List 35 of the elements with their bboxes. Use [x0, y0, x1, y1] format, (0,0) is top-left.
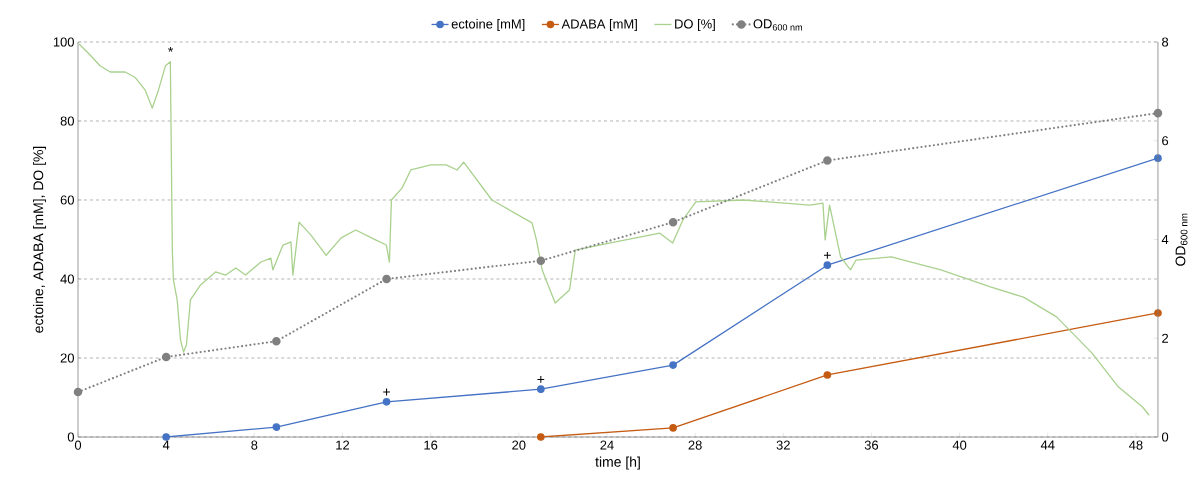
x-tick-label: 24	[600, 440, 614, 450]
annotation: *	[168, 46, 174, 52]
x-tick-label: 12	[336, 440, 350, 450]
y-tick-label: 20	[60, 353, 74, 363]
y-tick-label: 80	[60, 116, 74, 126]
x-tick-label: 4	[162, 440, 170, 450]
y-tick-label: 60	[60, 195, 74, 205]
legend-label: ectoine [mM]	[451, 19, 525, 32]
y2-tick-label: 8	[1162, 37, 1169, 47]
annotation: +	[823, 251, 831, 259]
x-axis-title: time [h]	[595, 456, 640, 470]
y-tick-label: 40	[60, 274, 74, 284]
x-tick-label: 44	[1040, 440, 1055, 450]
y-axis-title: ectoine, ADABA [mM], DO [%]	[33, 146, 47, 333]
y-tick-label: 100	[53, 37, 74, 47]
legend-label: DO [%]	[675, 19, 715, 32]
y2-tick-label: 4	[1161, 235, 1169, 244]
x-tick-label: 8	[251, 440, 258, 450]
x-tick-label: 16	[424, 440, 438, 450]
x-tick-label: 28	[688, 440, 702, 450]
legend-label: OD$_{600 nm}$	[753, 19, 802, 31]
legend-label: ADABA [mM]	[561, 19, 637, 32]
y2-axis-title: OD$_{600 nm}$	[1175, 213, 1188, 266]
x-tick-label: 48	[1129, 440, 1143, 450]
x-tick-label: 40	[952, 440, 967, 450]
annotation: +	[383, 388, 390, 396]
x-tick-label: 0	[74, 440, 82, 450]
annotation: +	[537, 375, 545, 383]
y-tick-label: 0	[67, 432, 74, 442]
x-tick-label: 36	[864, 440, 879, 450]
x-tick-label: 20	[512, 440, 526, 450]
y2-tick-label: 2	[1162, 333, 1169, 343]
x-tick-label: 32	[776, 440, 790, 450]
y2-tick-label: 6	[1162, 136, 1169, 146]
y2-tick-label: 0	[1161, 432, 1169, 442]
